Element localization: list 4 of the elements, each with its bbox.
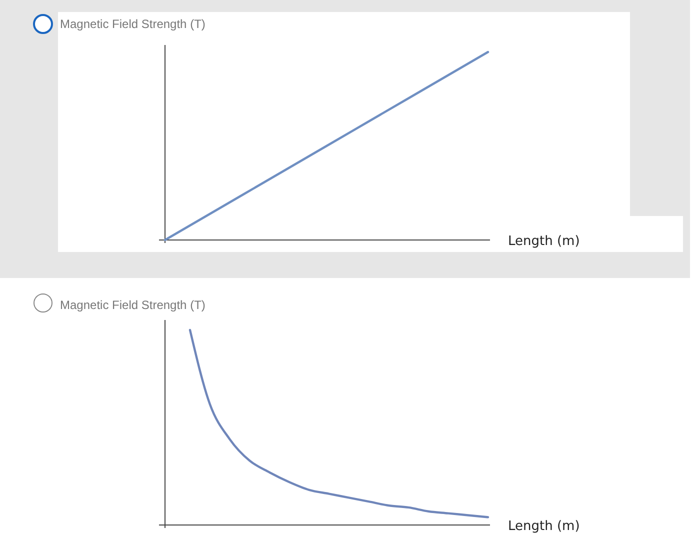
x-axis-title: Length (m) [508, 234, 580, 249]
y-axis-title: Magnetic Field Strength (T) [60, 17, 206, 31]
x-axis-title: Length (m) [508, 519, 580, 534]
y-axis-title: Magnetic Field Strength (T) [60, 298, 206, 312]
